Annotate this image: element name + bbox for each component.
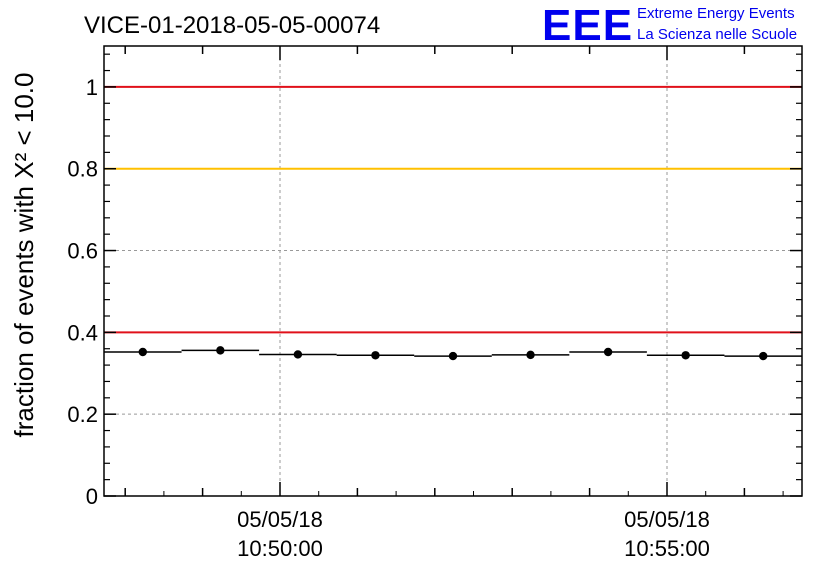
x-axis: 05/05/18 10:50:00 05/05/18 10:55:00 <box>124 46 784 561</box>
eee-logo: EEE Extreme Energy Events La Scienza nel… <box>542 1 797 50</box>
logo-line-1: Extreme Energy Events <box>637 5 795 22</box>
reference-lines <box>104 85 802 334</box>
grid-lines <box>104 46 802 496</box>
y-tick-label: 0.6 <box>67 239 98 264</box>
x-tick-time-label: 10:55:00 <box>624 536 710 561</box>
x-tick-date-label: 05/05/18 <box>237 507 323 532</box>
data-point <box>759 351 768 361</box>
y-tick-label: 0 <box>86 484 98 509</box>
chart-title: VICE-01-2018-05-05-00074 <box>84 12 380 39</box>
y-axis-label: fraction of events with X² < 10.0 <box>9 73 39 438</box>
data-point <box>526 350 535 360</box>
plot-frame <box>103 45 803 497</box>
data-point <box>293 350 303 359</box>
data-point <box>681 351 690 360</box>
data-point <box>603 347 613 357</box>
x-tick-date-label: 05/05/18 <box>624 507 710 532</box>
x-tick-time-label: 10:50:00 <box>237 536 323 561</box>
data-point <box>371 351 380 360</box>
data-point <box>448 351 458 361</box>
y-tick-label: 0.4 <box>67 320 98 345</box>
y-tick-label: 0.8 <box>67 157 98 182</box>
y-tick-label: 0.2 <box>67 402 98 427</box>
data-point <box>138 347 147 357</box>
y-axis: 0 0.2 0.4 0.6 0.8 1 <box>67 53 802 509</box>
data-series <box>104 346 802 361</box>
data-point <box>216 346 225 355</box>
logo-line-2: La Scienza nelle Scuole <box>637 26 797 43</box>
y-tick-label: 1 <box>86 75 98 100</box>
logo-mark: EEE <box>542 1 633 50</box>
